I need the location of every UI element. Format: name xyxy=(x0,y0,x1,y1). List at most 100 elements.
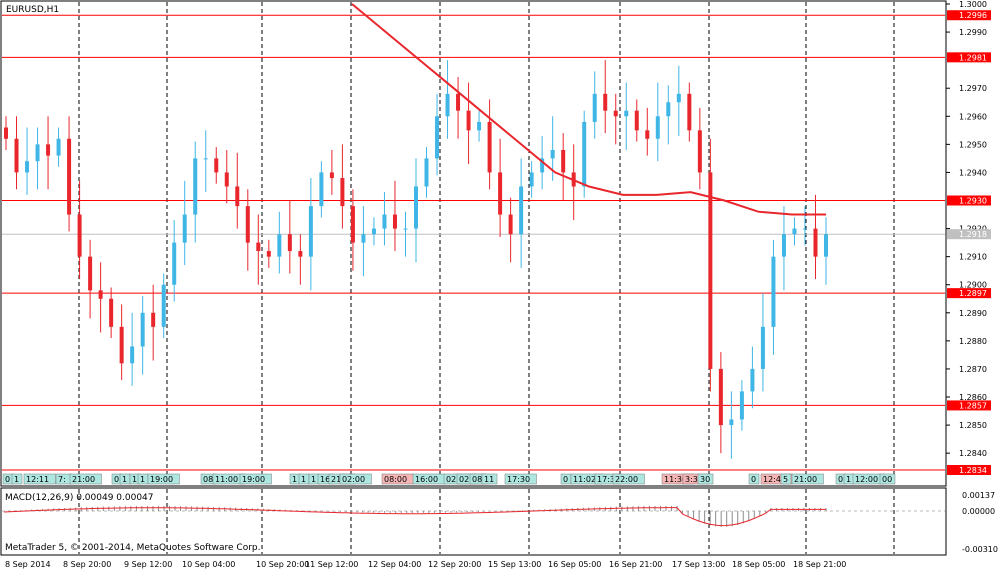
calendar-event-marker[interactable] xyxy=(697,473,714,485)
candle-body xyxy=(35,144,40,162)
candle-body xyxy=(287,234,292,252)
calendar-event-label: 08:00 xyxy=(384,475,407,484)
candle-body xyxy=(655,116,660,139)
price-chart-area[interactable] xyxy=(0,0,947,487)
candle-body xyxy=(161,284,166,327)
candle-body xyxy=(424,158,429,187)
candle-body xyxy=(477,121,482,131)
candle-body xyxy=(529,172,534,187)
macd-window[interactable] xyxy=(0,487,947,556)
candle-body xyxy=(666,102,671,117)
candle-body xyxy=(266,251,271,257)
candle-body xyxy=(98,290,103,299)
macd-label: MACD(12,26,9) 0.00049 0.00047 xyxy=(5,493,154,503)
calendar-event-label: 7: xyxy=(58,475,66,484)
time-tick-label: 8 Sep 20:00 xyxy=(63,560,111,569)
calendar-event-label: 1 xyxy=(846,475,851,484)
calendar-event-marker[interactable] xyxy=(239,473,272,485)
time-tick-label: 18 Sep 21:00 xyxy=(793,560,846,569)
calendar-event-marker[interactable] xyxy=(780,473,792,485)
calendar-event-marker[interactable] xyxy=(481,473,498,485)
calendar-event-label: 1 xyxy=(311,475,316,484)
calendar-event-marker[interactable] xyxy=(791,473,824,485)
time-tick-label: 10 Sep 20:00 xyxy=(256,560,309,569)
calendar-event-marker[interactable] xyxy=(612,473,645,485)
calendar-event-marker[interactable] xyxy=(879,473,896,485)
calendar-event-label: 21:00 xyxy=(72,475,95,484)
level-badge xyxy=(947,465,991,475)
calendar-event-marker[interactable] xyxy=(147,473,180,485)
candle-body xyxy=(88,256,93,291)
candle-body xyxy=(109,298,114,327)
calendar-event-label: 17:3 xyxy=(597,475,615,484)
price-tick-label: 1.2850 xyxy=(959,421,987,430)
price-tick-label: 1.2880 xyxy=(959,337,987,346)
candle-body xyxy=(329,172,334,179)
calendar-event-marker[interactable] xyxy=(23,473,56,485)
candles xyxy=(4,60,828,459)
calendar-event-label: 08 xyxy=(472,475,482,484)
candle-body xyxy=(802,228,807,230)
time-tick-label: 16 Sep 21:00 xyxy=(609,560,662,569)
candle-body xyxy=(235,186,240,207)
candle-body xyxy=(140,312,145,347)
calendar-event-marker[interactable] xyxy=(748,473,760,485)
candle-body xyxy=(151,312,156,327)
calendar-event-label: 1 xyxy=(292,475,297,484)
time-tick-label: 9 Sep 12:00 xyxy=(124,560,172,569)
calendar-event-label: 3:30 xyxy=(685,475,703,484)
candle-body xyxy=(466,110,471,131)
candle-body xyxy=(792,228,797,235)
level-badge xyxy=(947,195,991,206)
candle-body xyxy=(697,130,702,173)
level-badge xyxy=(947,10,991,21)
current-price-badge xyxy=(947,229,991,240)
candle-body xyxy=(435,116,440,159)
calendar-event-marker[interactable] xyxy=(11,473,23,485)
calendar-event-marker[interactable] xyxy=(339,473,372,485)
time-tick-label: 17 Sep 13:00 xyxy=(672,560,725,569)
symbol-label: EURUSD,H1 xyxy=(6,5,59,15)
calendar-event-marker[interactable] xyxy=(504,473,537,485)
candle-body xyxy=(119,326,124,364)
candle-body xyxy=(519,186,524,235)
time-tick-label: 10 Sep 04:00 xyxy=(182,560,235,569)
calendar-event-label: 0 xyxy=(5,475,10,484)
candle-body xyxy=(182,214,187,243)
macd-signal-line xyxy=(3,507,826,527)
candle-body xyxy=(498,172,503,215)
calendar-event-label: 1 xyxy=(122,475,127,484)
candle-body xyxy=(582,121,587,187)
calendar-event-label: 0 xyxy=(838,475,843,484)
macd-tick: -0.00310 xyxy=(962,545,998,554)
price-tick-label: 1.2840 xyxy=(959,449,987,458)
candle-body xyxy=(739,391,744,420)
price-tick-label: 1.2860 xyxy=(959,393,987,402)
macd-time-grid xyxy=(78,489,895,554)
calendar-event-label: 1 xyxy=(14,475,19,484)
candle-body xyxy=(771,256,776,327)
calendar-event-marker[interactable] xyxy=(69,473,102,485)
candle-body xyxy=(67,138,72,215)
price-tick-label: 1.2990 xyxy=(959,28,987,37)
price-tick-label: 1.2900 xyxy=(959,281,987,290)
horizontal-levels[interactable] xyxy=(2,14,945,471)
candle-body xyxy=(718,368,723,426)
calendar-event-strip[interactable]: 0 1 12:11 7: 21:00 0 1 1 1 19:00 08 11:00 19:00 1 1 1 16… xyxy=(2,473,896,485)
calendar-event-label: 19:00 xyxy=(242,475,265,484)
candle-body xyxy=(729,419,734,426)
macd-axis: 0.00137 0.00000 -0.00310 xyxy=(962,491,998,554)
candle-body xyxy=(350,206,355,243)
candle-body xyxy=(214,158,219,173)
calendar-event-label: 08 xyxy=(203,475,213,484)
candle-body xyxy=(634,110,639,131)
level-badge-label: 1.2897 xyxy=(959,289,987,298)
macd-tick: 0.00137 xyxy=(962,491,995,500)
price-tick-label: 1.2950 xyxy=(959,140,987,149)
price-tick-label: 1.2920 xyxy=(959,225,987,234)
candle-body xyxy=(193,158,198,215)
candle-body xyxy=(340,178,345,207)
candle-body xyxy=(382,214,387,229)
candle-body xyxy=(277,234,282,257)
